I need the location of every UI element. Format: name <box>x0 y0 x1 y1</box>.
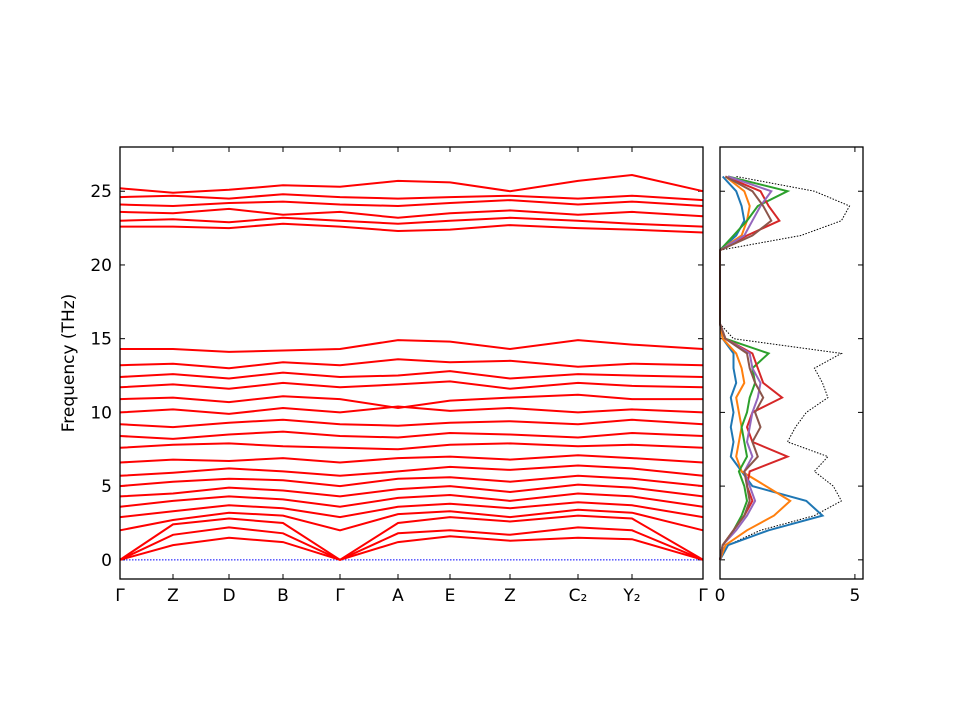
band <box>119 193 704 202</box>
band <box>119 393 703 410</box>
band <box>119 173 704 194</box>
band <box>119 501 704 519</box>
y-tick-label: 25 <box>90 182 112 202</box>
x-tick-label: A <box>392 586 404 606</box>
band <box>119 430 704 440</box>
dos-curve <box>719 175 773 560</box>
x-tick-label: C₂ <box>569 586 588 606</box>
x-tick-label: Y₂ <box>622 586 640 606</box>
x-tick-label: Γ <box>115 586 125 606</box>
x-tick-label: Γ <box>698 586 708 606</box>
band <box>119 474 704 488</box>
band <box>119 370 704 380</box>
x-tick-label: Γ <box>335 586 345 606</box>
band <box>119 508 704 532</box>
band <box>120 339 704 353</box>
dos-curve <box>719 176 851 561</box>
band <box>119 492 704 508</box>
band <box>119 442 704 451</box>
x-tick-label: Z <box>167 586 179 606</box>
band <box>119 535 704 561</box>
x-tick-label: Z <box>504 586 516 606</box>
plot-frame <box>719 146 864 580</box>
y-tick-label: 0 <box>101 551 112 571</box>
y-tick-label: 10 <box>90 403 112 423</box>
band <box>119 358 704 370</box>
band <box>119 380 704 390</box>
band <box>119 199 704 208</box>
band <box>119 526 704 561</box>
band <box>119 483 704 498</box>
x-tick-label: B <box>277 586 289 606</box>
band <box>119 464 704 477</box>
dos-curve <box>719 175 773 560</box>
band <box>119 405 704 415</box>
band <box>119 216 704 228</box>
band <box>119 418 704 429</box>
band <box>119 207 704 219</box>
x-tick-label: 0 <box>715 586 726 606</box>
band <box>120 222 704 234</box>
y-tick-label: 15 <box>90 330 112 350</box>
dos-curve <box>719 175 825 561</box>
x-tick-label: 5 <box>849 586 860 606</box>
y-tick-label: 5 <box>101 477 112 497</box>
plot-frame <box>119 146 704 580</box>
band <box>119 454 704 464</box>
x-tick-label: E <box>445 586 456 606</box>
y-tick-label: 20 <box>90 256 112 276</box>
y-axis-label: Frequency (THz) <box>59 294 79 433</box>
x-tick-label: D <box>222 586 235 606</box>
band <box>119 514 704 561</box>
